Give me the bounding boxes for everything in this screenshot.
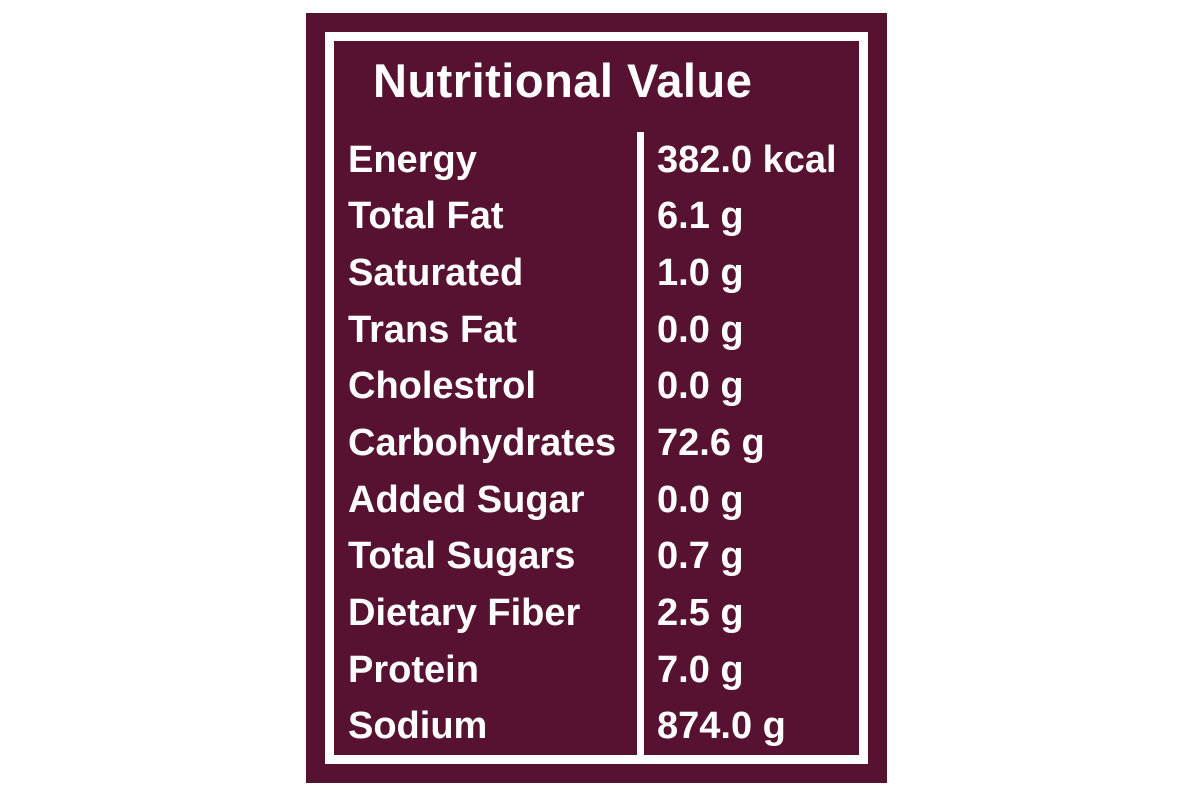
nutrient-label: Dietary Fiber — [348, 591, 581, 634]
nutrient-row: Saturated 1.0 g — [334, 245, 859, 302]
nutrient-row: Sodium 874.0 g — [334, 698, 859, 756]
nutrient-row: Trans Fat 0.0 g — [334, 301, 859, 359]
nutrient-label: Energy — [348, 138, 477, 181]
nutrient-label: Cholestrol — [348, 365, 536, 408]
nutrient-label: Total Sugars — [348, 535, 576, 578]
nutrient-label: Saturated — [348, 252, 524, 295]
nutrient-row: Added Sugar 0.0 g — [334, 471, 859, 529]
nutrient-value: 874.0 g — [637, 698, 859, 756]
nutrient-label: Trans Fat — [348, 308, 517, 351]
nutrient-value: 382.0 kcal — [637, 132, 859, 189]
nutrient-value: 0.0 g — [637, 301, 859, 359]
nutrient-value: 1.0 g — [637, 245, 859, 302]
nutrient-row: Cholestrol 0.0 g — [334, 358, 859, 416]
nutrition-card-frame: Nutritional Value Energy 382.0 kcal Tota… — [325, 32, 868, 764]
nutrient-value: 0.7 g — [637, 528, 859, 586]
nutrient-label: Total Fat — [348, 195, 504, 238]
nutrient-value: 2.5 g — [637, 585, 859, 642]
nutrient-row: Total Sugars 0.7 g — [334, 528, 859, 586]
nutrient-value: 0.0 g — [637, 358, 859, 416]
nutrient-row: Carbohydrates 72.6 g — [334, 415, 859, 472]
nutrient-row: Energy 382.0 kcal — [334, 132, 859, 189]
nutrient-value: 7.0 g — [637, 641, 859, 699]
nutrient-label: Sodium — [348, 705, 488, 748]
rows-table: Energy 382.0 kcal Total Fat 6.1 g Satura… — [334, 132, 859, 756]
nutrient-value: 0.0 g — [637, 471, 859, 529]
nutrient-value: 72.6 g — [637, 415, 859, 472]
nutrient-label: Carbohydrates — [348, 422, 617, 465]
nutrient-value: 6.1 g — [637, 188, 859, 246]
nutrient-row: Dietary Fiber 2.5 g — [334, 585, 859, 642]
nutrition-card: Nutritional Value Energy 382.0 kcal Tota… — [306, 13, 887, 783]
nutrient-row: Total Fat 6.1 g — [334, 188, 859, 246]
nutrient-label: Added Sugar — [348, 478, 585, 521]
nutrient-row: Protein 7.0 g — [334, 641, 859, 699]
card-title: Nutritional Value — [373, 54, 753, 107]
nutrient-label: Protein — [348, 648, 479, 691]
